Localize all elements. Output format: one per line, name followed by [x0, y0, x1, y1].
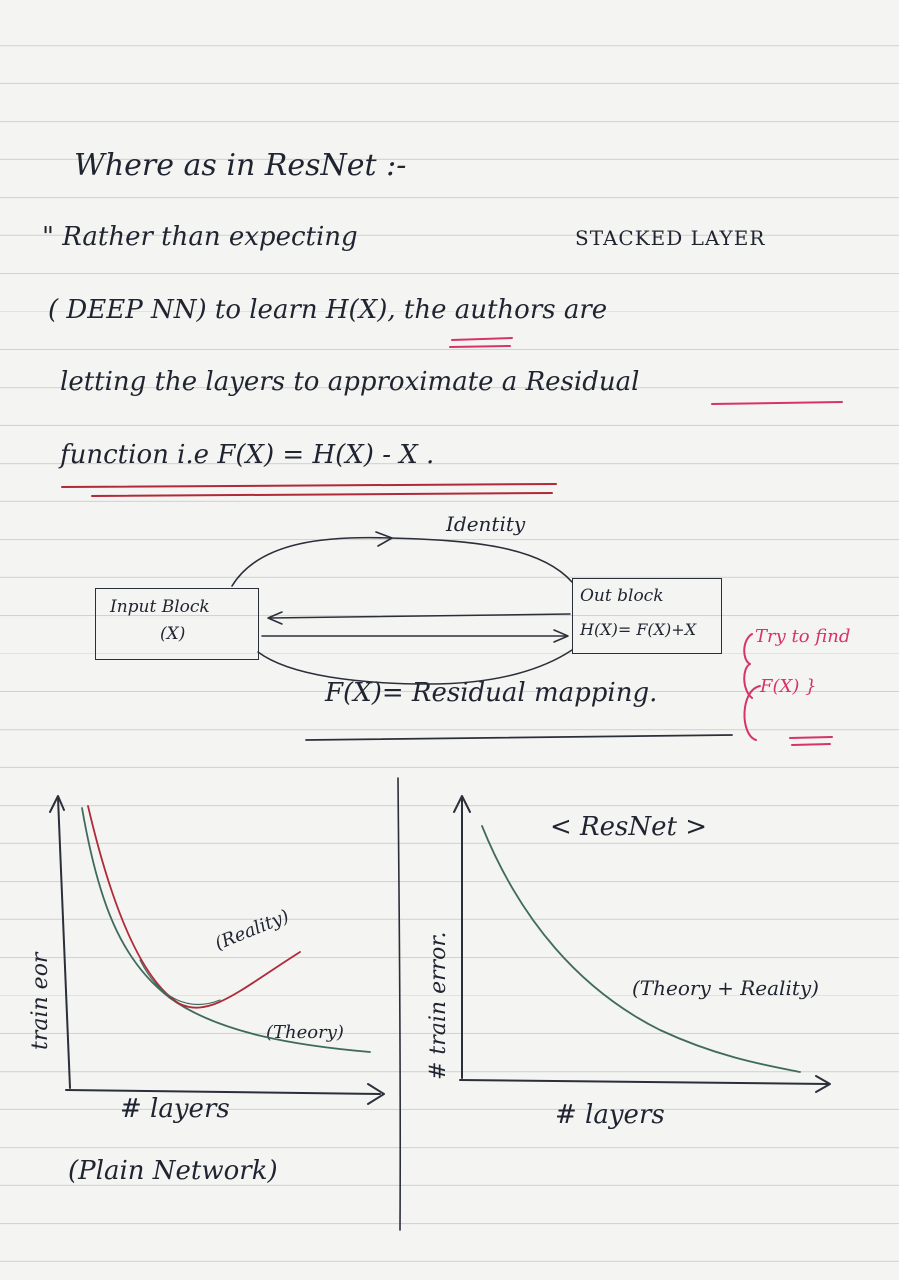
left-x-arrowhead	[367, 1083, 385, 1105]
left-curve-theory	[81, 807, 371, 1053]
identity-arc	[231, 536, 573, 587]
back-arrowhead	[267, 611, 283, 625]
quote-line-1a: " Rather than expecting	[42, 222, 358, 252]
heading-resnet: Where as in ResNet :-	[74, 148, 407, 183]
left-plot-caption: (Plain Network)	[68, 1156, 278, 1186]
left-y-axis	[57, 797, 71, 1089]
right-curve	[481, 825, 801, 1073]
output-block-label: Out block	[580, 586, 664, 606]
right-x-arrowhead	[815, 1075, 831, 1093]
quote-line-4: function i.e F(X) = H(X) - X .	[60, 440, 435, 470]
plot-divider	[397, 777, 402, 1231]
input-block-var: (X)	[160, 624, 186, 644]
underline-residual	[711, 401, 843, 405]
underline-hx	[449, 337, 513, 348]
right-x-axis	[459, 1079, 829, 1085]
right-y-arrowhead	[453, 795, 471, 813]
quote-line-3: letting the layers to approximate a Resi…	[60, 367, 640, 397]
right-plot-title: < ResNet >	[550, 812, 707, 842]
note-brace-2	[743, 685, 761, 741]
residual-arc	[257, 649, 573, 685]
back-arrow	[269, 613, 571, 619]
forward-arrowhead	[553, 629, 569, 643]
right-plot-xlabel: # layers	[555, 1100, 665, 1130]
input-block-label: Input Block	[110, 597, 210, 617]
underline-function	[61, 483, 557, 497]
left-plot-xlabel: # layers	[120, 1094, 230, 1124]
note-brace	[743, 633, 753, 699]
identity-label: Identity	[446, 512, 526, 536]
quote-line-2: ( DEEP NN) to learn H(X), the authors ar…	[48, 295, 608, 325]
left-plot-theory-label: (Theory)	[266, 1022, 344, 1043]
note-try-to-find: Try to find	[755, 626, 851, 647]
quote-line-1b: STACKED LAYER	[575, 226, 766, 250]
output-block-formula: H(X)= F(X)+X	[580, 620, 697, 639]
output-block	[572, 578, 722, 654]
left-curve-reality	[87, 805, 301, 1009]
note-fx: F(X) }	[760, 676, 817, 697]
left-x-axis	[65, 1089, 381, 1095]
left-curve-reality-tail	[139, 959, 221, 1005]
right-plot-curve-label: (Theory + Reality)	[632, 976, 819, 1000]
left-y-arrowhead	[49, 795, 65, 813]
residual-underline	[305, 734, 733, 741]
identity-arrowhead	[375, 531, 393, 547]
input-block	[95, 588, 259, 660]
underline-note	[789, 736, 833, 746]
